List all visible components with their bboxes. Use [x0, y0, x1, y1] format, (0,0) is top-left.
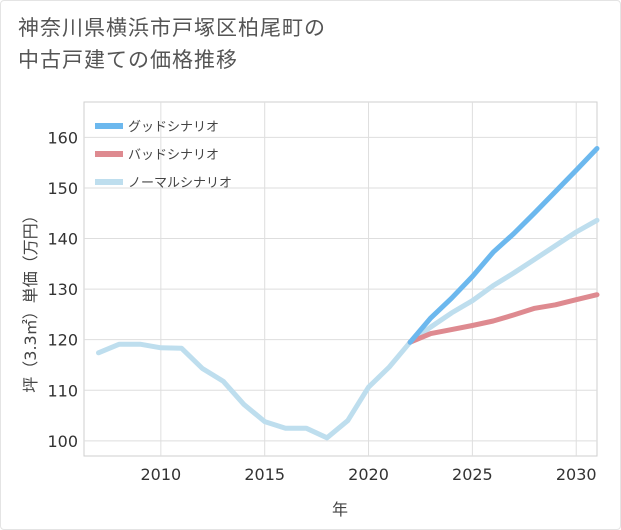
series-layer [96, 146, 600, 441]
legend-label: グッドシナリオ [128, 120, 219, 135]
y-tick-label: 100 [47, 432, 78, 451]
legend-item-bad: バッドシナリオ [95, 148, 219, 163]
x-tick-label: 2030 [556, 465, 597, 484]
x-tick-label: 2020 [348, 465, 389, 484]
x-tick-label: 2010 [140, 465, 181, 484]
legend-item-good: グッドシナリオ [95, 120, 219, 135]
x-tick-label: 2025 [452, 465, 493, 484]
x-tick-labels: 2010 2015 2020 2025 2030 [140, 465, 596, 484]
y-tick-label: 110 [47, 381, 78, 400]
y-tick-label: 130 [47, 280, 78, 299]
y-tick-label: 150 [47, 179, 78, 198]
y-axis-title: 坪（3.3㎡）単価（万円） [21, 207, 40, 392]
legend-item-normal: ノーマルシナリオ [95, 176, 232, 191]
x-axis-title: 年 [332, 500, 348, 519]
y-tick-label: 160 [47, 128, 78, 147]
bad-scenario-line [407, 292, 600, 345]
normal-scenario-line [96, 217, 600, 441]
legend-label: バッドシナリオ [128, 148, 219, 163]
y-tick-label: 120 [47, 331, 78, 350]
y-tick-labels: 100 110 120 130 140 150 160 [47, 128, 78, 450]
y-tick-label: 140 [47, 230, 78, 249]
chart-title: 神奈川県横浜市戸塚区柏尾町の 中古戸建ての価格推移 [18, 16, 326, 72]
good-scenario-line [407, 146, 600, 345]
grid-lines [84, 102, 597, 456]
plot-area [83, 101, 598, 457]
x-tick-label: 2015 [244, 465, 285, 484]
legend-label: ノーマルシナリオ [128, 176, 232, 191]
